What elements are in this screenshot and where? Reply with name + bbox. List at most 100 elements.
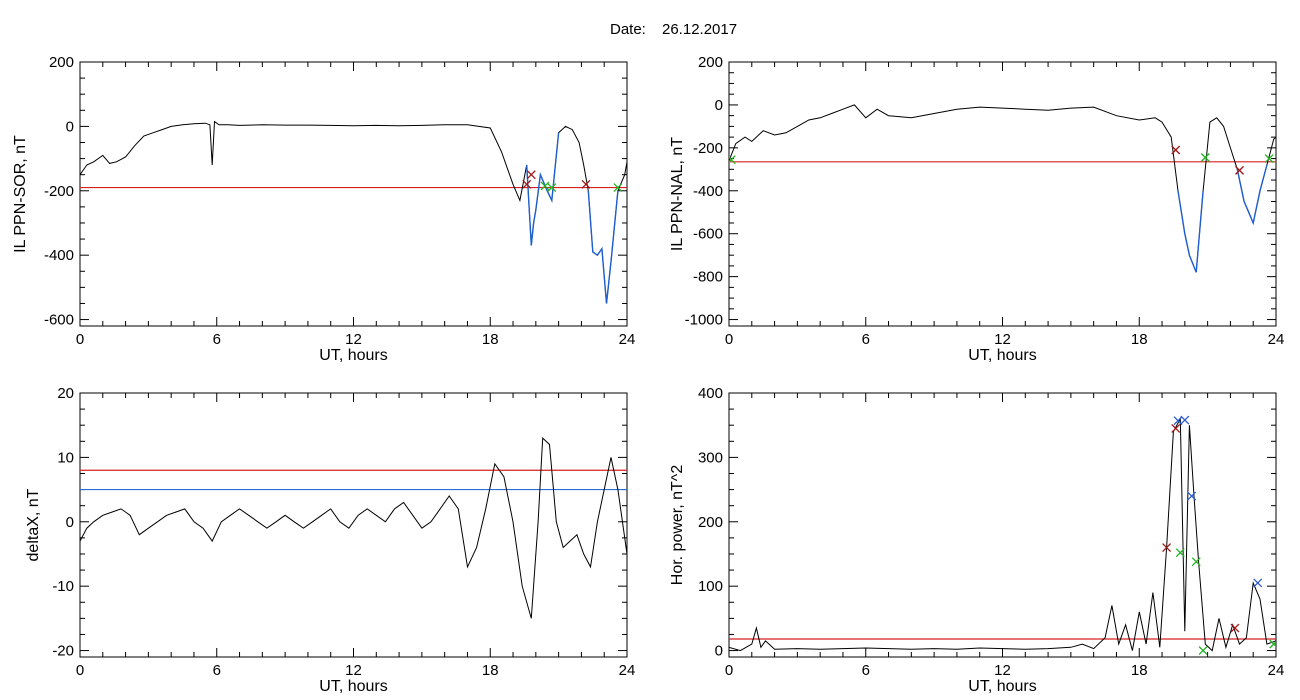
x-tick-label: 24 [619,662,636,679]
event-marker [1171,423,1181,433]
x-axis-label: UT, hours [968,678,1036,695]
chart-panel-4: 0 6 12 18 24 0 100 200 300 400 UT, hours Hor. power… [669,385,1284,695]
x-tick-label: 12 [994,331,1011,348]
event-marker [522,179,532,189]
event-marker [526,170,536,180]
y-tick-label: -200 [44,183,74,200]
series-line [80,120,627,304]
marker-stroke [522,179,532,189]
y-tick-label: -800 [693,269,723,286]
y-tick-label: -1000 [685,312,723,329]
x-axis-label: UT, hours [319,347,387,364]
x-tick-label: 0 [76,331,84,348]
marker-stroke [1230,623,1240,633]
y-tick-label: 20 [57,385,74,402]
plot-frame [79,392,628,658]
x-tick-label: 6 [862,662,870,679]
marker-stroke [1198,646,1208,656]
marker-stroke [729,155,736,163]
marker-stroke [1171,145,1181,155]
y-tick-label: -20 [52,643,74,660]
date-value: 26.12.2017 [662,21,737,38]
date-label: Date: [610,21,646,38]
marker-stroke [1200,153,1210,162]
y-tick-label: -600 [693,226,723,243]
marker-stroke [1180,415,1190,425]
series-line [80,436,627,619]
highlight-segment [587,190,619,304]
y-axis-label: IL PPN-NAL, nT [669,137,686,251]
x-tick-label: 18 [482,331,499,348]
y-tick-label: 200 [698,54,723,71]
y-tick-label: 0 [715,643,723,660]
x-tick-label: 18 [482,662,499,679]
marker-stroke [1253,578,1263,588]
marker-stroke [540,181,550,191]
y-tick-label: 10 [57,449,74,466]
marker-stroke [526,170,536,180]
event-marker [540,181,550,191]
y-tick-label: 0 [715,97,723,114]
y-tick-label: -200 [693,140,723,157]
event-marker [1269,639,1276,649]
y-tick-label: 100 [698,578,723,595]
y-tick-label: -600 [44,312,74,329]
marker-stroke [581,179,591,189]
event-marker [1253,578,1263,588]
x-tick-label: 6 [862,331,870,348]
event-marker [1175,548,1185,558]
highlight-segment [526,132,560,246]
plot-frame [728,392,1277,658]
x-axis-label: UT, hours [319,678,387,695]
y-tick-label: 400 [698,385,723,402]
marker-stroke [1235,165,1244,175]
y-tick-label: 200 [698,514,723,531]
marker-stroke [547,183,557,193]
x-tick-label: 6 [213,662,221,679]
y-tick-label: 0 [66,118,74,135]
event-marker [729,155,736,165]
marker-stroke [1187,491,1197,501]
plot-data [729,415,1276,656]
x-tick-label: 0 [725,331,733,348]
event-marker [1200,153,1210,162]
x-tick-label: 18 [1131,662,1148,679]
chart-panel-1: 0 6 12 18 24 -600 -400 -200 0 200 UT, hours IL PPN-… [12,54,635,364]
x-tick-label: 6 [213,331,221,348]
plot-data [729,104,1276,273]
highlight-segment [1177,190,1204,273]
event-marker [1162,543,1172,552]
marker-stroke [1269,640,1276,649]
x-tick-label: 12 [345,331,362,348]
x-tick-label: 0 [725,662,733,679]
event-marker [1187,491,1197,501]
marker-stroke [1264,154,1274,164]
x-tick-label: 12 [345,662,362,679]
event-marker [1264,154,1274,164]
series-line [729,416,1276,652]
plot-data [80,436,627,619]
x-axis-label: UT, hours [968,347,1036,364]
marker-stroke [1191,557,1201,567]
marker-stroke [1171,423,1181,433]
y-tick-label: 300 [698,449,723,466]
event-marker [1235,165,1244,175]
x-tick-label: 12 [994,662,1011,679]
y-axis-label: deltaX, nT [25,488,42,561]
event-marker [613,183,623,193]
plot-data [80,120,627,304]
x-tick-label: 24 [619,331,636,348]
event-marker [547,183,557,193]
x-tick-label: 0 [76,662,84,679]
marker-stroke [1175,548,1185,558]
x-tick-label: 24 [1268,331,1285,348]
y-tick-label: 0 [66,514,74,531]
x-tick-label: 24 [1268,662,1285,679]
chart-panel-2: 0 6 12 18 24 -1000 -800 -600 -400 -200 0 200 UT, hou… [669,54,1284,364]
event-marker [1198,646,1208,656]
plot-frame [79,61,628,327]
y-axis-label: IL PPN-SOR, nT [12,135,29,253]
y-tick-label: -400 [44,247,74,264]
